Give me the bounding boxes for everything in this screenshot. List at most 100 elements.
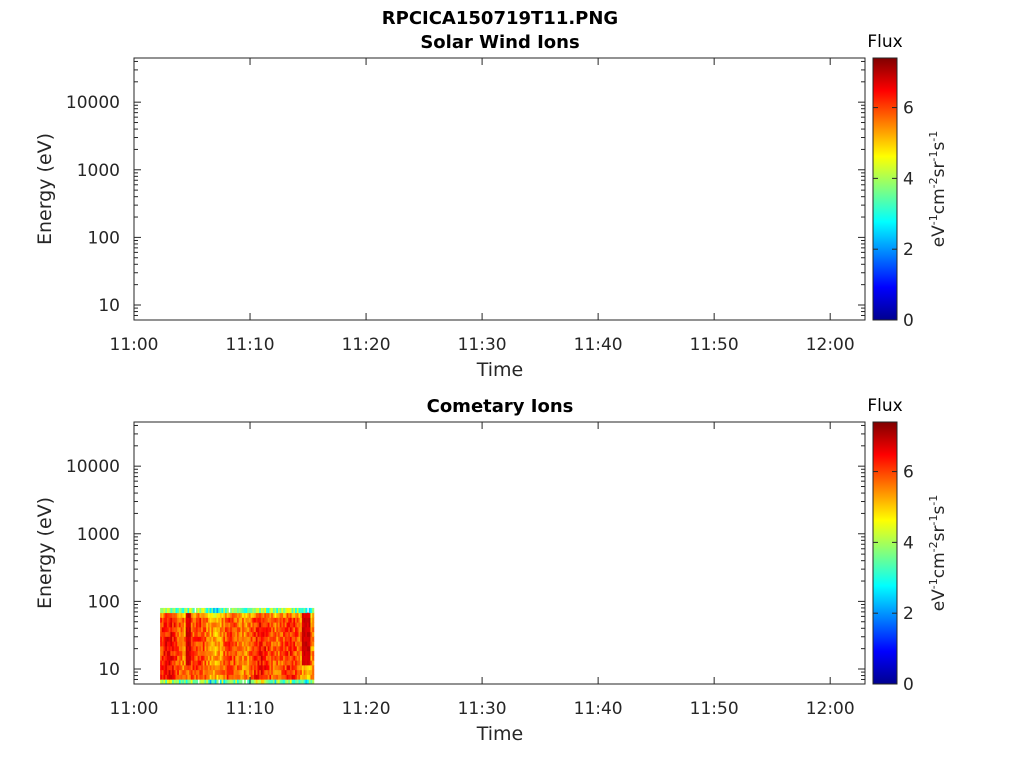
cometary-spectrogram-cell <box>166 641 170 647</box>
cometary-spectrogram-cell <box>172 664 175 671</box>
cometary-spectrogram-cell <box>266 631 269 637</box>
cometary-spectrogram-cell <box>305 607 308 614</box>
cometary-spectrogram-cell <box>175 622 178 628</box>
cometary-spectrogram-cell <box>245 664 248 671</box>
cometary-spectrogram-cell <box>170 631 173 637</box>
cometary-y-tick-label: 100 <box>88 592 120 612</box>
cometary-spectrogram-cell <box>160 617 163 623</box>
cometary-spectrogram-cell <box>214 607 217 614</box>
cometary-spectrogram-cell <box>274 612 277 618</box>
cometary-spectrogram-cell <box>209 607 212 614</box>
cometary-spectrogram-cell <box>207 674 211 680</box>
cometary-colorbar: Flux 0 2 4 6 eV-1cm-2sr-1s-1 <box>867 396 949 695</box>
cometary-spectrogram-cell <box>305 679 308 685</box>
cometary-spectrogram-cell <box>293 612 296 618</box>
cometary-spectrogram-cell <box>228 645 231 652</box>
cometary-spectrogram-cell <box>293 650 296 656</box>
cometary-spectrogram-cell <box>305 664 308 671</box>
cometary-spectrogram-cell <box>252 664 255 671</box>
cometary-spectrogram-cell <box>262 645 265 652</box>
cometary-spectrogram-cell <box>281 650 284 656</box>
cometary-spectrogram-cell <box>283 679 286 685</box>
cometary-spectrogram-cell <box>194 645 197 652</box>
solar-wind-x-tick-label: 11:00 <box>110 335 159 355</box>
cometary-spectrogram-cell <box>252 650 255 656</box>
cometary-spectrogram-cell <box>307 612 310 618</box>
cometary-spectrogram-cell <box>201 664 204 671</box>
cometary-spectrogram-cell <box>286 650 289 656</box>
cometary-spectrogram-cell <box>243 650 246 656</box>
cometary-spectrogram-cell <box>216 674 219 680</box>
cometary-spectrogram-cell <box>221 650 224 656</box>
cometary-spectrogram-cell <box>284 674 287 680</box>
cometary-spectrogram-cell <box>257 669 260 675</box>
cometary-spectrogram-cell <box>283 660 286 666</box>
cometary-spectrogram-cell <box>269 669 272 675</box>
cometary-spectrogram-cell <box>202 612 205 618</box>
cometary-spectrogram-cell <box>284 664 287 671</box>
cometary-spectrogram-cell <box>243 622 246 628</box>
cometary-spectrogram-cell <box>274 664 277 671</box>
cometary-spectrogram-cell <box>301 679 304 685</box>
cometary-spectrogram-cell <box>190 669 193 675</box>
cometary-spectrogram-cell <box>236 631 240 637</box>
cometary-spectrogram-cell <box>206 641 209 647</box>
cometary-spectrogram-cell <box>274 674 277 680</box>
cometary-spectrogram-cell <box>202 655 205 661</box>
cometary-spectrogram-cell <box>254 664 257 671</box>
cometary-spectrogram-cell <box>165 622 168 628</box>
solar-wind-x-tick-label: 11:50 <box>690 335 739 355</box>
cometary-spectrogram-cell <box>187 607 190 614</box>
cometary-spectrogram-cell <box>279 641 282 647</box>
cometary-spectrogram-cell <box>254 617 257 623</box>
cometary-spectrogram-cell <box>277 679 281 685</box>
cometary-spectrogram-cell <box>243 607 246 614</box>
cometary-spectrogram-cell <box>178 631 182 637</box>
cometary-spectrogram-cell <box>293 626 296 633</box>
cometary-spectrogram-cell <box>223 636 226 642</box>
cometary-spectrogram-cell <box>184 660 187 666</box>
cometary-spectrogram-cell <box>192 626 195 633</box>
cometary-spectrogram-cell <box>236 674 240 680</box>
cometary-spectrogram-cell <box>279 631 282 637</box>
cometary-spectrogram-cell <box>204 679 207 685</box>
cometary-spectrogram-cell <box>293 622 296 628</box>
cometary-spectrogram-cell <box>211 674 214 680</box>
cometary-spectrogram-cell <box>296 655 299 661</box>
cometary-spectrogram-cell <box>185 631 188 637</box>
cometary-spectrogram-cell <box>209 679 212 685</box>
cometary-spectrogram-cell <box>298 607 301 614</box>
cometary-spectrogram-cell <box>195 607 199 614</box>
cometary-spectrogram-cell <box>185 679 188 685</box>
cometary-spectrogram-cell <box>288 607 291 614</box>
cometary-spectrogram-cell <box>276 636 279 642</box>
cometary-spectrogram-cell <box>242 622 245 628</box>
cometary-spectrogram-cell <box>168 622 171 628</box>
cometary-spectrogram-cell <box>283 641 286 647</box>
cometary-spectrogram-cell <box>161 679 164 685</box>
cometary-spectrogram-cell <box>243 660 246 666</box>
cometary-spectrogram-cell <box>216 650 219 656</box>
cometary-spectrogram-cell <box>177 679 180 685</box>
cometary-spectrogram-cell <box>226 664 229 671</box>
cometary-spectrogram-cell <box>260 655 263 661</box>
cometary-spectrogram-cell <box>233 612 236 618</box>
cometary-spectrogram-cell <box>175 664 178 671</box>
cometary-spectrogram-cell <box>247 641 250 647</box>
cometary-spectrogram-cell <box>172 660 175 666</box>
cometary-spectrogram-cell <box>300 669 303 675</box>
cometary-spectrogram-cell <box>206 631 209 637</box>
solar-wind-x-tick-label: 11:40 <box>574 335 623 355</box>
cometary-spectrogram-cell <box>272 655 275 661</box>
cometary-spectrogram-cell <box>245 660 248 666</box>
cometary-spectrogram-cell <box>247 607 250 614</box>
cometary-spectrogram-cell <box>166 674 170 680</box>
cometary-spectrogram-cell <box>274 655 277 661</box>
cometary-spectrogram-cell <box>252 626 255 633</box>
cometary-spectrogram-cell <box>199 660 202 666</box>
cometary-spectrogram-cell <box>260 607 263 614</box>
cometary-spectrogram-cell <box>277 636 281 642</box>
cometary-spectrogram-cell <box>264 631 267 637</box>
cometary-spectrogram-cell <box>283 650 286 656</box>
cometary-spectrogram-cell <box>218 650 221 656</box>
